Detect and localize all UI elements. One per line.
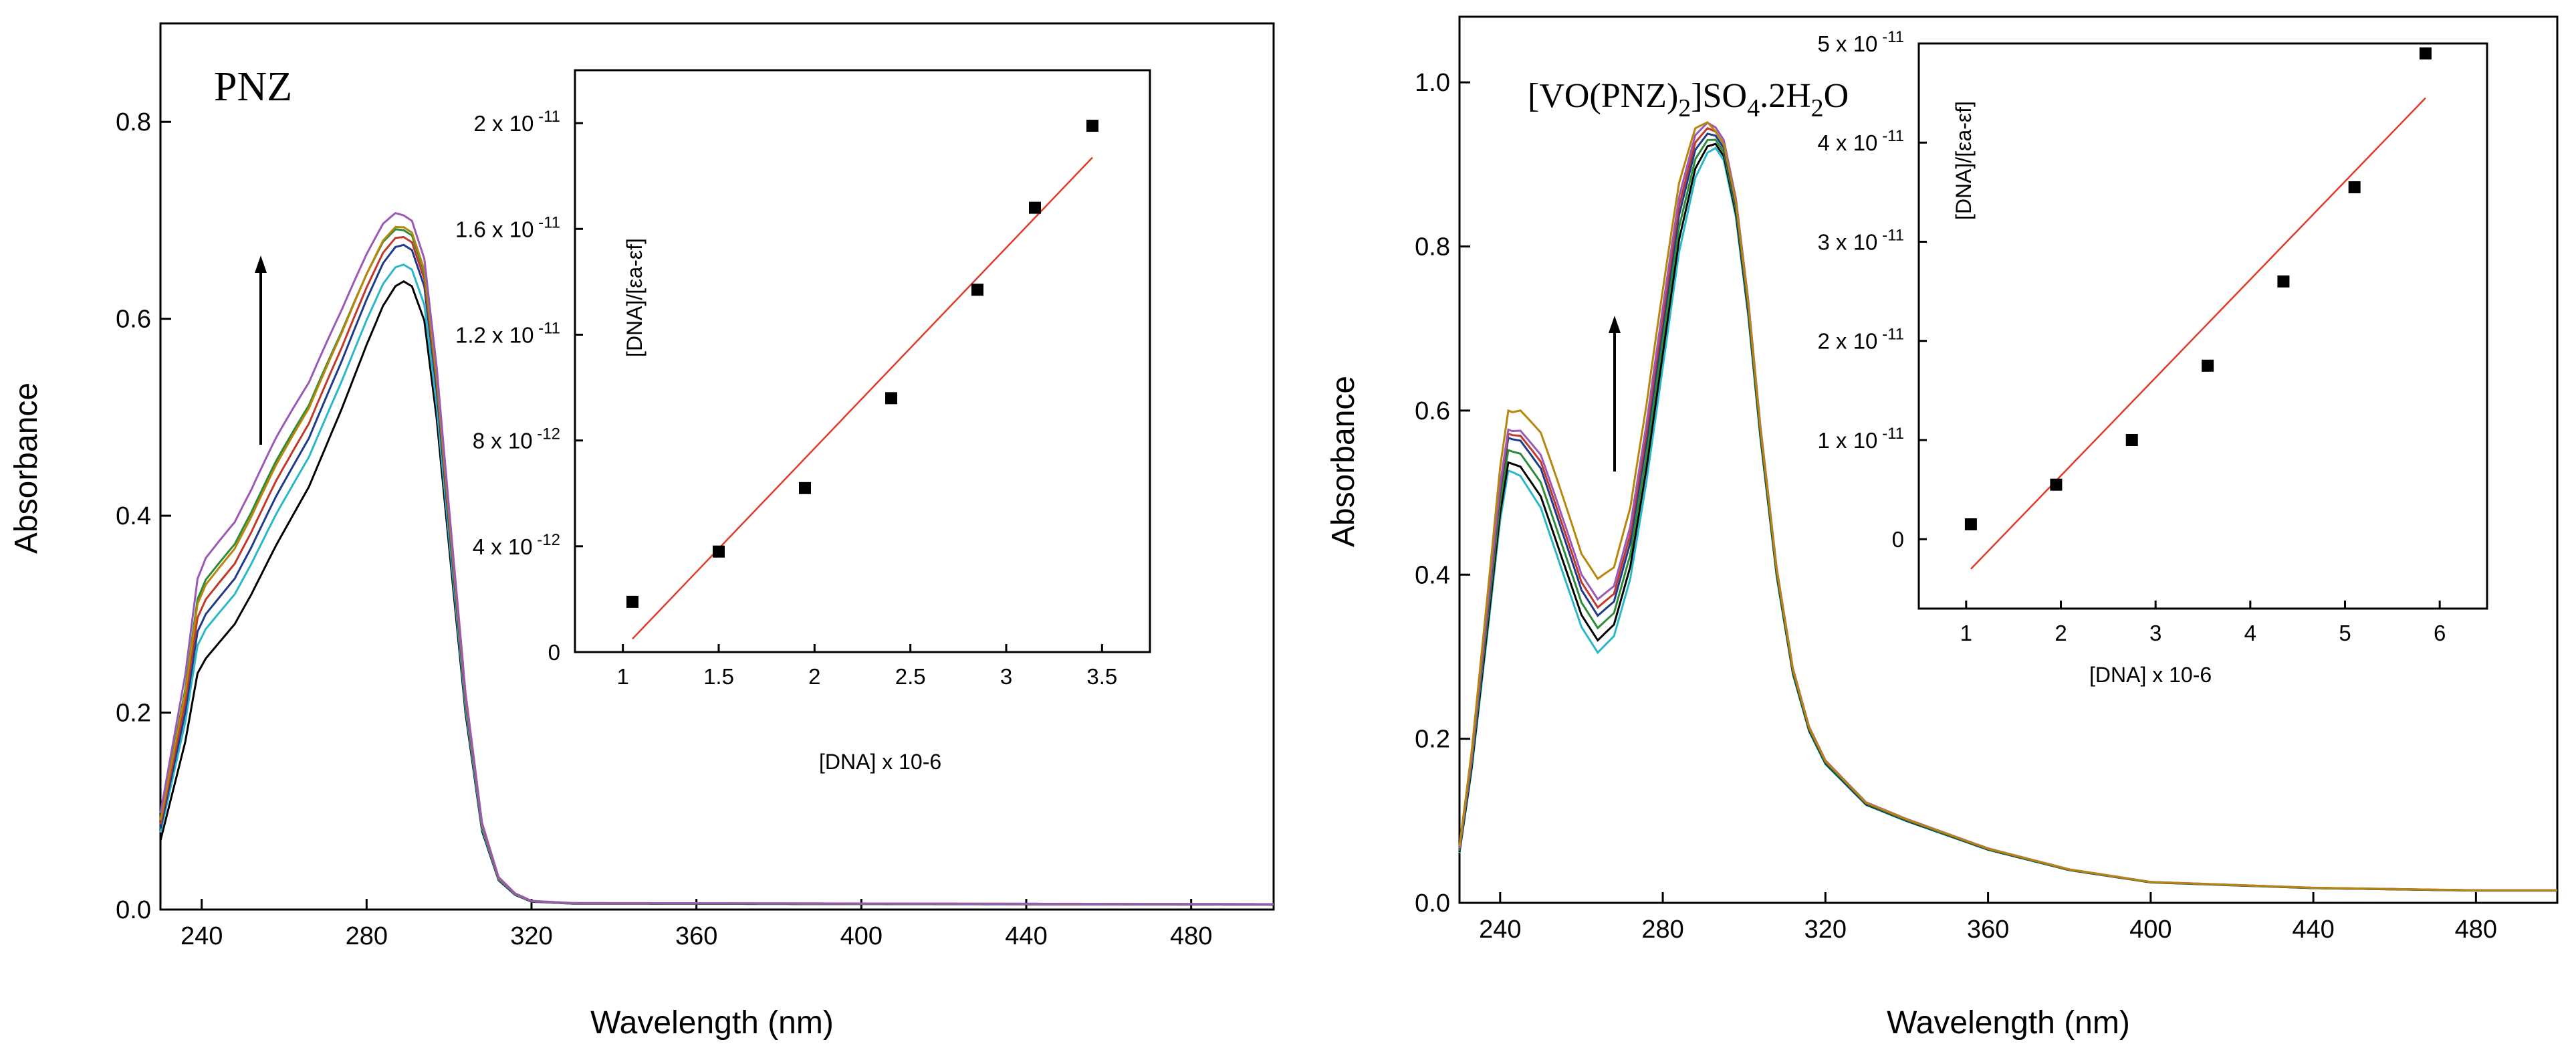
right-inset-x-tick-label: 4 bbox=[2244, 621, 2256, 645]
right-inset-y-tick-label: 4 x 10 -11 bbox=[1818, 127, 1904, 155]
left-spectrum-line bbox=[159, 211, 1274, 906]
left-inset-x-tick-label: 1.5 bbox=[703, 664, 734, 689]
right-inset-x-label: [DNA] x 10-6 bbox=[2089, 663, 2212, 687]
right-x-tick-label: 280 bbox=[1641, 916, 1683, 944]
right-x-axis-label: Wavelength (nm) bbox=[1887, 1005, 2130, 1041]
right-inset-x-tick-label: 2 bbox=[2055, 621, 2067, 645]
right-x-tick-label: 400 bbox=[2129, 916, 2172, 944]
right-spectra bbox=[1458, 121, 2557, 892]
left-inset-frame bbox=[574, 69, 1151, 653]
right-x-tick-label: 360 bbox=[1967, 916, 2009, 944]
right-inset-x-tick-label: 6 bbox=[2434, 621, 2446, 645]
left-arrow-head-icon bbox=[255, 255, 267, 273]
left-x-tick-label: 480 bbox=[1170, 922, 1212, 950]
left-inset-y-tick-label: 4 x 10 -12 bbox=[473, 531, 560, 559]
left-inset-y-label: [DNA]/[εa-εf] bbox=[622, 238, 647, 357]
right-plot-frame bbox=[1458, 15, 2559, 904]
left-inset-x-tick-label: 2.5 bbox=[895, 664, 926, 689]
left-inset-data-point bbox=[885, 392, 897, 405]
right-y-tick-label: 0.6 bbox=[1415, 397, 1450, 425]
left-y-tick-label: 0.6 bbox=[116, 306, 151, 334]
right-inset-data-point bbox=[2348, 181, 2361, 193]
right-title: [VO(PNZ)2]SO4.2H2O bbox=[1528, 77, 1849, 122]
left-inset-x-tick-label: 3 bbox=[1000, 664, 1012, 689]
left-y-tick-label: 0.8 bbox=[116, 108, 151, 136]
left-x-tick-label: 360 bbox=[675, 922, 717, 950]
left-inset-y-tick-label: 1.6 x 10 -11 bbox=[455, 213, 560, 241]
right-inset-x-tick-label: 1 bbox=[1960, 621, 1972, 645]
right-inset-data-point bbox=[2419, 47, 2432, 60]
left-inset-x-tick-label: 3.5 bbox=[1086, 664, 1117, 689]
left-inset-data-point bbox=[1086, 120, 1098, 132]
right-inset-y-tick-label: 3 x 10 -11 bbox=[1818, 226, 1904, 254]
left-inset-data-point bbox=[713, 545, 725, 558]
left-inset-fit bbox=[632, 156, 1093, 640]
left-title: PNZ bbox=[214, 64, 292, 110]
right-x-tick-label: 240 bbox=[1479, 916, 1521, 944]
left-x-tick-label: 240 bbox=[181, 922, 223, 950]
right-y-axis-label: Absorbance bbox=[1326, 376, 1361, 547]
left-x-axis-label: Wavelength (nm) bbox=[590, 1005, 834, 1041]
right-y-tick-label: 1.0 bbox=[1415, 69, 1450, 97]
right-inset-data-point bbox=[2050, 478, 2063, 491]
left-y-tick-label: 0.0 bbox=[116, 896, 151, 924]
left-inset-y-tick-label: 2 x 10 -11 bbox=[474, 108, 560, 136]
right-inset-ticks: 1 2 3 4 5 6 0 1 x 10 -11 2 x 10 -11 3 x 10 -11 4 x… bbox=[1818, 28, 2446, 645]
left-y-tick-label: 0.2 bbox=[116, 700, 151, 728]
right-panel: 240 280 320 360 400 440 4800.00.20.40.60.81.0 … bbox=[1326, 15, 2559, 1041]
left-plot-frame bbox=[159, 22, 1275, 911]
right-inset-fit-line bbox=[1970, 97, 2426, 570]
right-inset-data-point bbox=[2125, 433, 2138, 446]
left-inset: 1 1.5 2 2.5 3 3.5 0 4 x 10 -12 8 x 10 -12 1.2 x 1… bbox=[455, 69, 1151, 774]
right-inset-data-point bbox=[2202, 359, 2214, 372]
right-y-tick-label: 0.0 bbox=[1415, 889, 1450, 918]
left-inset-y-tick-label: 1.2 x 10 -11 bbox=[455, 319, 560, 347]
right-y-tick-label: 0.2 bbox=[1415, 726, 1450, 754]
right-inset-y-tick-label: 5 x 10 -11 bbox=[1818, 28, 1904, 56]
left-inset-fit-line bbox=[632, 156, 1093, 640]
left-inset-ticks: 1 1.5 2 2.5 3 3.5 0 4 x 10 -12 8 x 10 -12 1.2 x 1… bbox=[455, 108, 1117, 689]
right-inset-y-label: [DNA]/[εa-εf] bbox=[1952, 101, 1976, 220]
right-spectrum-line bbox=[1458, 121, 2557, 891]
left-inset-data-point bbox=[971, 284, 983, 296]
left-inset-data-point bbox=[799, 482, 811, 494]
right-x-tick-label: 320 bbox=[1804, 916, 1847, 944]
right-inset-data-point bbox=[2277, 275, 2290, 288]
right-x-tick-label: 440 bbox=[2292, 916, 2334, 944]
left-inset-y-tick-label: 8 x 10 -12 bbox=[473, 425, 560, 453]
left-inset-x-tick-label: 2 bbox=[808, 664, 820, 689]
right-inset-points bbox=[1964, 47, 2432, 530]
right-inset-y-tick-label: 0 bbox=[1892, 527, 1904, 552]
right-arrow-head-icon bbox=[1609, 316, 1621, 333]
right-inset: 1 2 3 4 5 6 0 1 x 10 -11 2 x 10 -11 3 x 10 -11 4 x… bbox=[1818, 28, 2488, 687]
right-inset-y-tick-label: 2 x 10 -11 bbox=[1818, 326, 1904, 354]
right-inset-frame bbox=[1917, 42, 2488, 610]
right-y-tick-label: 0.4 bbox=[1415, 561, 1450, 589]
left-inset-x-label: [DNA] x 10-6 bbox=[819, 750, 941, 774]
left-inset-y-tick-label: 0 bbox=[548, 640, 560, 665]
right-inset-x-tick-label: 3 bbox=[2149, 621, 2161, 645]
left-spectra bbox=[159, 211, 1274, 906]
left-inset-data-point bbox=[626, 595, 638, 608]
left-x-tick-label: 320 bbox=[510, 922, 552, 950]
left-x-tick-label: 400 bbox=[840, 922, 883, 950]
right-inset-x-tick-label: 5 bbox=[2339, 621, 2351, 645]
right-inset-y-tick-label: 1 x 10 -11 bbox=[1818, 425, 1904, 453]
left-inset-x-tick-label: 1 bbox=[616, 664, 628, 689]
left-inset-data-point bbox=[1029, 201, 1041, 214]
left-x-tick-label: 440 bbox=[1005, 922, 1047, 950]
right-y-tick-label: 0.8 bbox=[1415, 233, 1450, 261]
left-inset-points bbox=[626, 120, 1098, 608]
left-x-tick-label: 280 bbox=[346, 922, 388, 950]
left-y-tick-label: 0.4 bbox=[116, 502, 151, 530]
right-x-tick-label: 480 bbox=[2455, 916, 2497, 944]
left-y-axis-label: Absorbance bbox=[9, 383, 44, 554]
right-inset-data-point bbox=[1964, 518, 1977, 530]
right-inset-fit bbox=[1970, 97, 2426, 570]
